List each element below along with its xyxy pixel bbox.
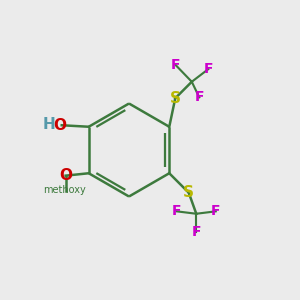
- Text: F: F: [211, 204, 220, 218]
- Text: methoxy: methoxy: [44, 185, 86, 195]
- Text: S: S: [183, 185, 194, 200]
- Text: S: S: [170, 91, 181, 106]
- Text: F: F: [172, 204, 182, 218]
- Text: H: H: [43, 117, 56, 132]
- Text: F: F: [191, 225, 201, 239]
- Text: F: F: [170, 58, 180, 72]
- Text: F: F: [203, 62, 213, 76]
- Text: O: O: [59, 168, 72, 183]
- Text: O: O: [53, 118, 66, 133]
- Text: F: F: [194, 90, 204, 104]
